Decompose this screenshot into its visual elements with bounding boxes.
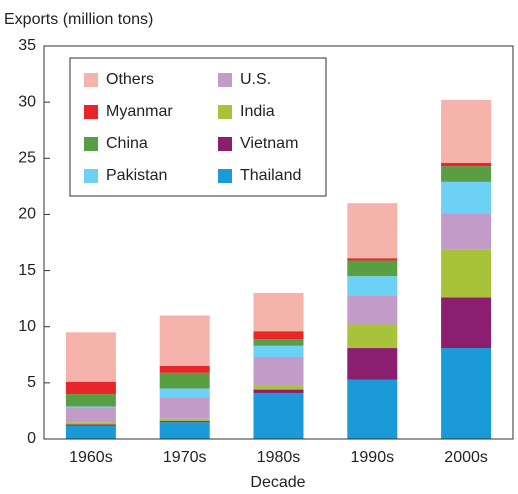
legend-swatch: [218, 169, 232, 183]
x-tick-label: 1960s: [69, 449, 113, 466]
bar-segment: [159, 372, 210, 389]
y-tick-label: 25: [18, 150, 36, 167]
legend-label: Others: [106, 71, 154, 88]
y-axis-label: Exports (million tons): [4, 11, 153, 28]
bar-segment: [253, 339, 304, 346]
y-tick-label: 5: [27, 374, 36, 391]
bar-segment: [347, 348, 398, 380]
bar-segment: [441, 99, 492, 163]
bar-segment: [441, 162, 492, 167]
y-tick-label: 35: [18, 37, 36, 54]
bar-segment: [65, 381, 116, 395]
bar-segment: [253, 293, 304, 332]
bar-segment: [253, 357, 304, 386]
bar-segment: [65, 422, 116, 425]
bar-segment: [159, 421, 210, 423]
legend-label: Pakistan: [106, 167, 167, 184]
bar-segment: [441, 181, 492, 214]
bar-segment: [65, 394, 116, 407]
legend-swatch: [84, 137, 98, 151]
bar-segment: [441, 348, 492, 439]
legend-swatch: [84, 169, 98, 183]
bar-segment: [159, 397, 210, 419]
bar-segment: [253, 389, 304, 393]
y-tick-label: 0: [27, 430, 36, 447]
y-tick-label: 30: [18, 93, 36, 110]
bar-segment: [441, 213, 492, 250]
bar-segment: [441, 249, 492, 298]
legend-swatch: [84, 73, 98, 87]
x-tick-label: 1990s: [351, 449, 395, 466]
legend-label: U.S.: [240, 71, 271, 88]
legend-label: China: [106, 135, 148, 152]
bar-segment: [159, 422, 210, 439]
bar-segment: [65, 332, 116, 382]
bar-segment: [347, 379, 398, 439]
x-tick-label: 2000s: [444, 449, 488, 466]
bar-segment: [65, 406, 116, 408]
y-tick-label: 10: [18, 318, 36, 335]
bar-segment: [347, 260, 398, 277]
bar-segment: [347, 203, 398, 259]
bar-segment: [65, 425, 116, 439]
x-tick-label: 1970s: [163, 449, 207, 466]
legend-label: India: [240, 103, 275, 120]
plot-frame: [43, 45, 514, 440]
legend-swatch: [84, 105, 98, 119]
bar-segment: [253, 392, 304, 439]
bar-segment: [159, 366, 210, 373]
legend-label: Vietnam: [240, 135, 298, 152]
legend-swatch: [218, 105, 232, 119]
legend-box: [69, 57, 327, 197]
x-axis-label: Decade: [250, 474, 305, 491]
x-tick-label: 1980s: [257, 449, 301, 466]
bar-segment: [347, 276, 398, 296]
bar-segment: [253, 331, 304, 340]
bar-segment: [159, 388, 210, 398]
bar-segment: [159, 418, 210, 422]
legend-swatch: [218, 73, 232, 87]
bar-segment: [441, 166, 492, 182]
legend-label: Myanmar: [106, 103, 173, 120]
bar-segment: [253, 385, 304, 390]
bar-segment: [65, 407, 116, 423]
bar-segment: [253, 345, 304, 358]
y-tick-label: 20: [18, 206, 36, 223]
legend-label: Thailand: [240, 167, 301, 184]
bar-segment: [159, 315, 210, 367]
bar-segment: [347, 324, 398, 349]
y-tick-label: 15: [18, 262, 36, 279]
bar-segment: [347, 258, 398, 261]
bar-segment: [347, 295, 398, 325]
bar-segment: [441, 297, 492, 349]
legend-swatch: [218, 137, 232, 151]
bar-segment: [65, 424, 116, 426]
